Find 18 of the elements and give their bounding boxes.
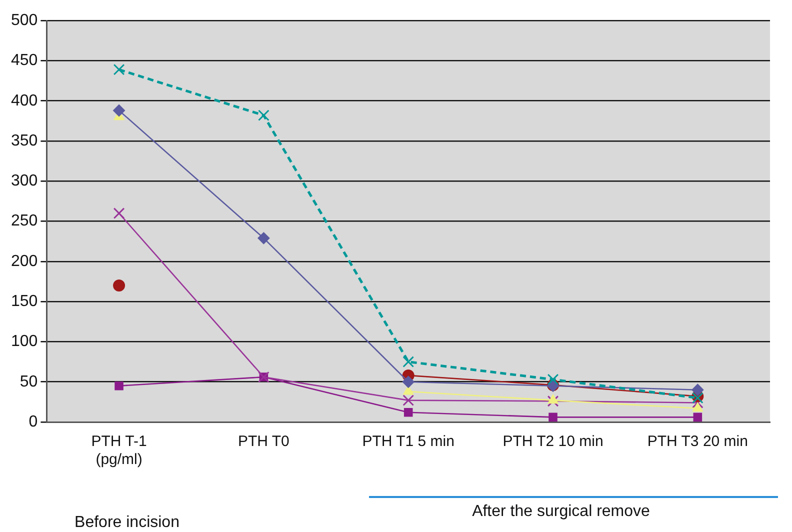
y-tick-label: 250 — [10, 212, 38, 230]
x-tick-label: PTH T3 20 min — [647, 433, 748, 450]
y-tick-label: 0 — [28, 413, 38, 430]
x-tick-label: PTH T1 5 min — [362, 433, 454, 450]
y-tick-label: 50 — [20, 373, 38, 390]
y-tick-label: 400 — [10, 92, 38, 110]
x-tick-label: PTH T-1 (pg/ml) — [91, 433, 147, 468]
y-tick-label: 150 — [10, 292, 38, 310]
text: After the surgical remove — [471, 503, 651, 521]
y-tick-label: 300 — [10, 172, 38, 190]
x-tick-label: PTH T2 10 min — [502, 433, 604, 450]
y-tick-label: 200 — [10, 252, 38, 270]
text: Before incision — [74, 514, 180, 532]
x-tick-label: PTH T0 — [238, 433, 290, 450]
y-tick-label: 500 — [10, 12, 38, 30]
y-tick-label: 350 — [10, 132, 38, 150]
y-tick-label: 450 — [10, 52, 38, 70]
y-tick-label: 100 — [10, 333, 38, 350]
